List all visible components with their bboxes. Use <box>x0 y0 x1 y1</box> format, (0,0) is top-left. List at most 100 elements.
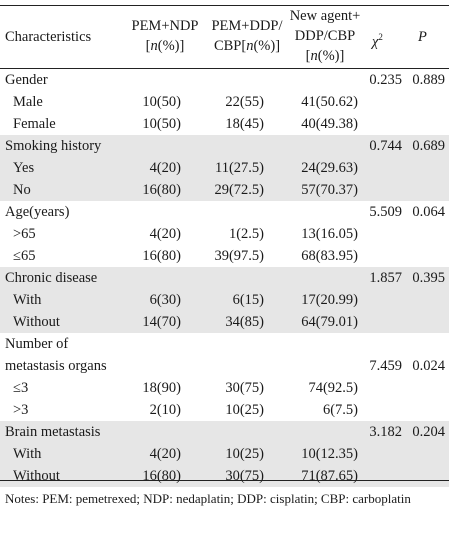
group-label: Brain metastasis <box>5 424 101 440</box>
row-label: Without <box>13 314 60 330</box>
row-label: No <box>13 182 31 198</box>
header-pem-ddp-cbp: PEM+DDP/ CBP[n(%)] <box>206 16 288 56</box>
table-row: >65 4(20) 1(2.5) 13(16.05) <box>0 223 449 245</box>
header-new-agent-line3: [n(%)] <box>305 48 345 64</box>
p-value: 0.889 <box>412 72 445 88</box>
table-row: Male 10(50) 22(55) 41(50.62) <box>0 91 449 113</box>
cell-new-agent: 71(87.65) <box>301 468 358 484</box>
cell-pem-ndp: 14(70) <box>142 314 181 330</box>
group-stats: 0.744 0.689 <box>0 135 449 157</box>
group-shading <box>0 267 449 333</box>
table-row: ≤3 18(90) 30(75) 74(92.5) <box>0 377 449 399</box>
header-pem-ddp-cbp-line2: CBP[n(%)] <box>213 38 281 54</box>
cell-new-agent: 57(70.37) <box>301 182 358 198</box>
table-bottom-rule <box>0 480 449 481</box>
cell-pem-ndp: 10(50) <box>142 116 181 132</box>
cell-pem-ndp: 4(20) <box>149 446 181 462</box>
cell-pem-ddp-cbp: 1(2.5) <box>228 226 264 242</box>
p-value: 0.689 <box>412 138 445 154</box>
group-stats: 1.857 0.395 <box>0 267 449 289</box>
cell-new-agent: 40(49.38) <box>301 116 358 132</box>
header-characteristics: Characteristics <box>5 29 92 45</box>
row-label: Male <box>13 94 43 110</box>
cell-pem-ddp-cbp: 22(55) <box>225 94 264 110</box>
chi-square-value: 1.857 <box>369 270 402 286</box>
cell-new-agent: 10(12.35) <box>301 446 358 462</box>
row-label: ≤3 <box>13 380 29 396</box>
header-chi-square: χ2 <box>372 32 383 50</box>
row-label: Yes <box>13 160 35 176</box>
group-label: Chronic disease <box>5 270 98 286</box>
header-pem-ndp-line2: [n(%)] <box>145 38 185 54</box>
header-new-agent-line2: DDP/CBP <box>294 28 356 44</box>
cell-new-agent: 64(79.01) <box>301 314 358 330</box>
cell-pem-ddp-cbp: 11(27.5) <box>215 160 264 176</box>
table-row: No 16(80) 29(72.5) 57(70.37) <box>0 179 449 201</box>
cell-pem-ddp-cbp: 6(15) <box>232 292 264 308</box>
row-label: With <box>13 292 42 308</box>
row-label: >3 <box>13 402 29 418</box>
group-label-line2: metastasis organs <box>5 358 107 374</box>
p-value: 0.064 <box>412 204 445 220</box>
row-label: ≤65 <box>13 248 36 264</box>
cell-pem-ndp: 4(20) <box>149 226 181 242</box>
group-label: Smoking history <box>5 138 102 154</box>
cell-pem-ddp-cbp: 30(75) <box>225 468 264 484</box>
cell-new-agent: 6(7.5) <box>322 402 358 418</box>
cell-pem-ndp: 4(20) <box>149 160 181 176</box>
group-row: Age(years) <box>0 201 449 223</box>
cell-new-agent: 17(20.99) <box>301 292 358 308</box>
row-label: With <box>13 446 42 462</box>
cell-new-agent: 13(16.05) <box>301 226 358 242</box>
cell-new-agent: 74(92.5) <box>308 380 358 396</box>
cell-pem-ndp: 6(30) <box>149 292 181 308</box>
group-stats: 3.182 0.204 <box>0 421 449 443</box>
group-stats: 0.235 0.889 <box>0 69 449 91</box>
chi-square-value: 5.509 <box>369 204 402 220</box>
p-value: 0.204 <box>412 424 445 440</box>
table-notes: Notes: PEM: pemetrexed; NDP: nedaplatin;… <box>5 491 411 506</box>
header-pem-ndp-line1: PEM+NDP <box>131 18 199 34</box>
cell-pem-ddp-cbp: 34(85) <box>225 314 264 330</box>
header-rule <box>0 68 449 69</box>
cell-new-agent: 24(29.63) <box>301 160 358 176</box>
group-label: Number of <box>5 336 69 352</box>
header-p-value: P <box>418 29 427 45</box>
group-label: Age(years) <box>5 204 70 220</box>
chi-square-value: 3.182 <box>369 424 402 440</box>
p-value: 0.395 <box>412 270 445 286</box>
p-value: 0.024 <box>412 358 445 374</box>
cell-pem-ndp: 16(80) <box>142 468 181 484</box>
table-row: ≤65 16(80) 39(97.5) 68(83.95) <box>0 245 449 267</box>
table-top-rule <box>0 5 449 6</box>
chi-square-value: 0.744 <box>369 138 402 154</box>
cell-new-agent: 41(50.62) <box>301 94 358 110</box>
cell-pem-ndp: 16(80) <box>142 248 181 264</box>
group-row: Gender <box>0 69 449 91</box>
cell-pem-ddp-cbp: 18(45) <box>225 116 264 132</box>
group-row: Number of <box>0 333 449 355</box>
group-row-continued: metastasis organs <box>0 355 449 377</box>
table-row: Yes 4(20) 11(27.5) 24(29.63) <box>0 157 449 179</box>
table-row: With 6(30) 6(15) 17(20.99) <box>0 289 449 311</box>
row-label: Without <box>13 468 60 484</box>
chi-square-value: 0.235 <box>369 72 402 88</box>
cell-pem-ddp-cbp: 10(25) <box>225 402 264 418</box>
cell-pem-ddp-cbp: 39(97.5) <box>214 248 264 264</box>
row-label: >65 <box>13 226 36 242</box>
header-pem-ddp-cbp-line1: PEM+DDP/ <box>211 18 283 34</box>
group-row: Brain metastasis <box>0 421 449 443</box>
header-pem-ndp: PEM+NDP [n(%)] <box>124 16 206 56</box>
group-shading <box>0 135 449 201</box>
cell-pem-ddp-cbp: 10(25) <box>225 446 264 462</box>
header-new-agent-line1: New agent+ <box>289 8 361 24</box>
group-row: Chronic disease <box>0 267 449 289</box>
cell-pem-ndp: 10(50) <box>142 94 181 110</box>
row-label: Female <box>13 116 56 132</box>
header-new-agent: New agent+ DDP/CBP [n(%)] <box>284 6 366 66</box>
table-row: >3 2(10) 10(25) 6(7.5) <box>0 399 449 421</box>
table-row: Without 14(70) 34(85) 64(79.01) <box>0 311 449 333</box>
cell-pem-ddp-cbp: 29(72.5) <box>214 182 264 198</box>
group-shading <box>0 421 449 487</box>
